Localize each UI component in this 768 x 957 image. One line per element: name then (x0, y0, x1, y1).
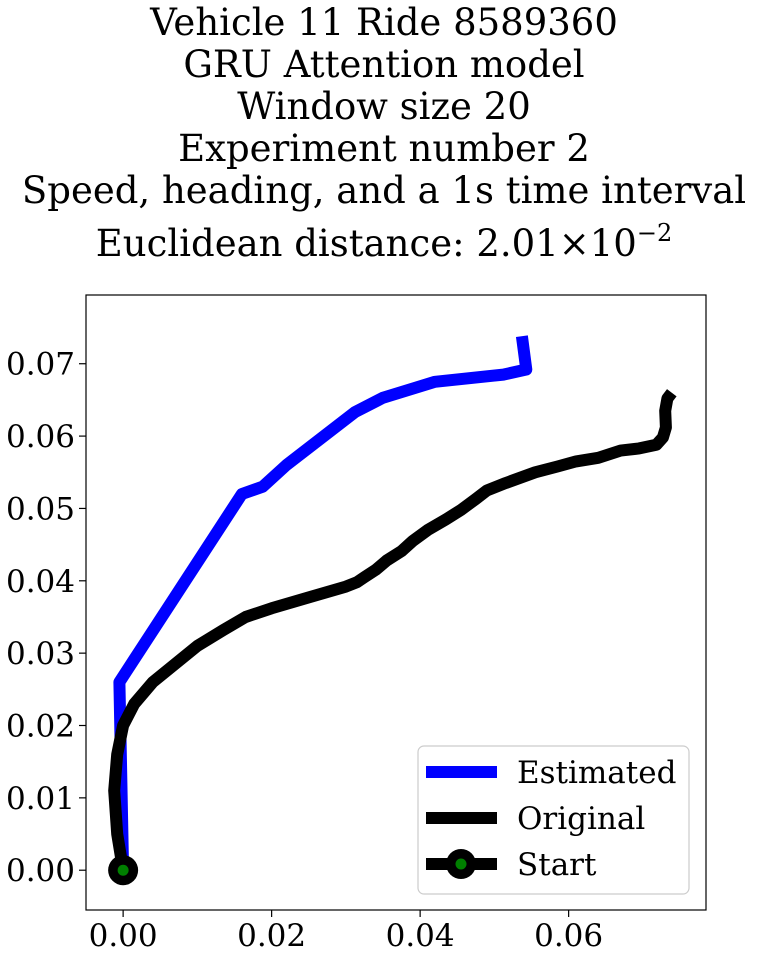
x-tick-label: 0.04 (386, 918, 455, 954)
chart-title: Vehicle 11 Ride 8589360 GRU Attention mo… (0, 2, 768, 265)
metric-times: ×10 (558, 222, 637, 265)
legend-label-start: Start (517, 847, 597, 883)
metric-exponent: −2 (636, 219, 673, 247)
y-tick-label: 0.04 (6, 564, 75, 600)
y-tick-label: 0.07 (6, 347, 75, 383)
x-tick-label: 0.00 (89, 918, 158, 954)
y-tick-label: 0.02 (6, 709, 75, 745)
series-layer (108, 335, 677, 886)
axes-frame (85, 294, 707, 911)
title-line-2: GRU Attention model (183, 43, 585, 86)
title-line-metric: Euclidean distance: 2.01×10−2 (0, 212, 768, 265)
y-tick-label: 0.00 (6, 853, 75, 889)
metric-prefix: Euclidean distance: 2.01 (95, 222, 559, 265)
legend-label-original: Original (517, 801, 645, 837)
x-tick-label: 0.02 (237, 918, 306, 954)
series-line-original (108, 389, 677, 872)
start-marker-center (117, 864, 129, 876)
ticks-layer: 0.00 0.02 0.04 0.06 0.00 0.01 0.02 0.03 0.04 0.05… (6, 347, 603, 954)
y-tick-label: 0.05 (6, 491, 75, 527)
legend-box (417, 745, 690, 895)
legend-label-estimated: Estimated (517, 755, 676, 791)
y-tick-label: 0.03 (6, 636, 75, 672)
y-tick-label: 0.06 (6, 419, 75, 455)
title-line-5: Speed, heading, and a 1s time interval (21, 169, 747, 212)
title-line-4: Experiment number 2 (178, 127, 590, 170)
legend-start-marker-center (455, 858, 467, 870)
title-line-1: Vehicle 11 Ride 8589360 (150, 1, 618, 44)
title-line-3: Window size 20 (237, 85, 531, 128)
series-line-estimated (113, 335, 533, 871)
legend: Estimated Original Start (417, 745, 690, 895)
x-tick-label: 0.06 (534, 918, 603, 954)
y-tick-label: 0.01 (6, 781, 75, 817)
